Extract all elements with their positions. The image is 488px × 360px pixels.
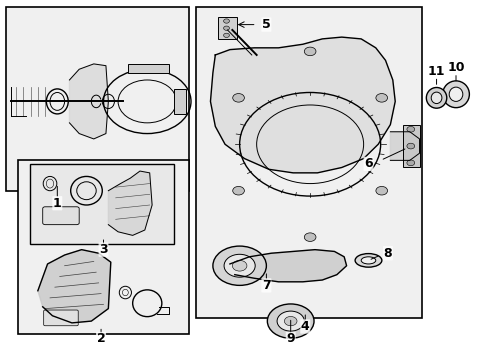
Polygon shape <box>38 249 111 323</box>
Text: 2: 2 <box>97 333 105 346</box>
Bar <box>402 125 419 167</box>
Ellipse shape <box>354 253 381 267</box>
Bar <box>30 164 174 244</box>
Circle shape <box>304 233 315 242</box>
Circle shape <box>223 26 229 30</box>
Text: 7: 7 <box>262 279 270 292</box>
Bar <box>19 160 188 334</box>
Text: 1: 1 <box>53 197 61 210</box>
Circle shape <box>223 19 229 23</box>
Text: 10: 10 <box>447 61 464 74</box>
Text: 6: 6 <box>364 157 372 170</box>
Circle shape <box>267 304 313 338</box>
Polygon shape <box>229 249 346 282</box>
FancyBboxPatch shape <box>42 207 79 225</box>
Text: 4: 4 <box>300 320 309 333</box>
Circle shape <box>224 254 255 277</box>
Circle shape <box>277 311 304 331</box>
Circle shape <box>223 33 229 37</box>
Circle shape <box>212 246 266 285</box>
Text: 9: 9 <box>286 333 294 346</box>
Polygon shape <box>210 37 394 173</box>
FancyBboxPatch shape <box>43 310 78 326</box>
Text: 5: 5 <box>262 18 270 31</box>
Circle shape <box>232 260 246 271</box>
Circle shape <box>304 47 315 56</box>
Circle shape <box>284 316 296 326</box>
Text: 11: 11 <box>427 64 445 77</box>
Polygon shape <box>108 171 152 235</box>
Polygon shape <box>389 132 419 160</box>
Circle shape <box>232 186 244 195</box>
Bar <box>127 64 169 73</box>
Circle shape <box>406 160 414 166</box>
Ellipse shape <box>442 81 468 108</box>
Text: 3: 3 <box>99 243 107 256</box>
Ellipse shape <box>361 257 375 264</box>
Ellipse shape <box>430 92 441 104</box>
Circle shape <box>406 126 414 132</box>
Circle shape <box>406 143 414 149</box>
Circle shape <box>232 94 244 102</box>
Bar <box>217 18 237 39</box>
Ellipse shape <box>426 87 446 108</box>
Text: 8: 8 <box>383 247 391 260</box>
Circle shape <box>375 94 387 102</box>
Ellipse shape <box>448 87 462 102</box>
Bar <box>6 7 188 191</box>
Polygon shape <box>69 64 108 139</box>
Bar <box>196 7 421 318</box>
Circle shape <box>375 186 387 195</box>
Bar <box>174 89 186 114</box>
